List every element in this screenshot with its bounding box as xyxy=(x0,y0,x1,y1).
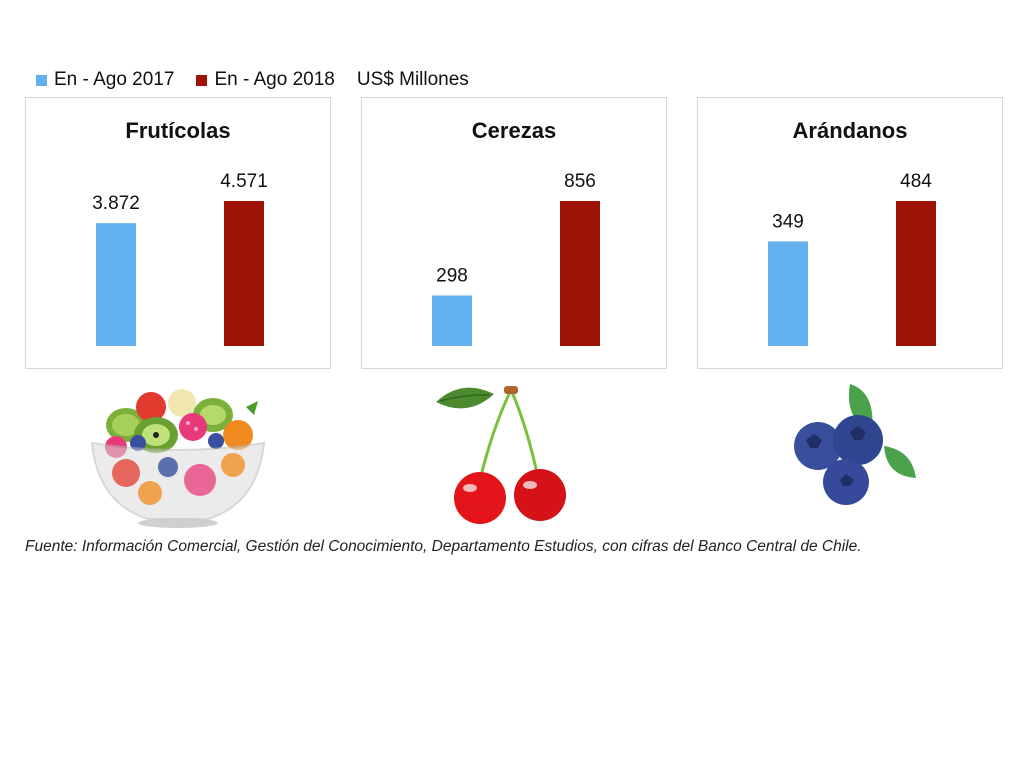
data-label-2018: 856 xyxy=(564,171,596,192)
legend-swatch-2017 xyxy=(36,74,47,86)
panel-title: Arándanos xyxy=(792,118,908,143)
legend-swatch-2018 xyxy=(196,74,208,86)
data-label-2017: 349 xyxy=(772,211,804,232)
fruit-salad-icon xyxy=(90,389,266,528)
panel-fruticolas: Frutícolas 3.872 4.571 xyxy=(25,97,331,369)
cherries-icon xyxy=(436,386,566,524)
legend-item-2017: En - Ago 2017 xyxy=(36,69,174,91)
bar-2017 xyxy=(432,295,472,346)
legend-label-2017: En - Ago 2017 xyxy=(54,69,175,90)
panel-cerezas: Cerezas 298 856 xyxy=(361,97,667,369)
bar-2018 xyxy=(224,201,264,346)
panel-title: Frutícolas xyxy=(125,118,231,143)
chart-cerezas: 298 856 xyxy=(432,171,600,346)
panel-arandanos: Arándanos 349 484 xyxy=(697,97,1003,369)
blueberries-icon xyxy=(794,384,916,505)
bar-2017 xyxy=(768,241,808,346)
data-label-2018: 4.571 xyxy=(220,171,268,192)
legend-label-2018: En - Ago 2018 xyxy=(214,69,335,90)
chart-arandanos: 349 484 xyxy=(768,171,936,346)
legend-unit: US$ Millones xyxy=(356,69,469,90)
data-label-2017: 3.872 xyxy=(92,193,140,214)
legend-item-2018: En - Ago 2018 xyxy=(196,69,335,91)
data-label-2017: 298 xyxy=(436,266,468,287)
source-note: Fuente: Información Comercial, Gestión d… xyxy=(25,538,862,555)
chart-legend: En - Ago 2017 En - Ago 2018 US$ Millones xyxy=(36,68,469,92)
chart-fruticolas: 3.872 4.571 xyxy=(92,171,268,346)
data-label-2018: 484 xyxy=(900,171,932,192)
bar-2018 xyxy=(560,201,600,346)
panel-title: Cerezas xyxy=(471,118,557,143)
bar-2018 xyxy=(896,201,936,346)
bar-2017 xyxy=(96,223,136,346)
